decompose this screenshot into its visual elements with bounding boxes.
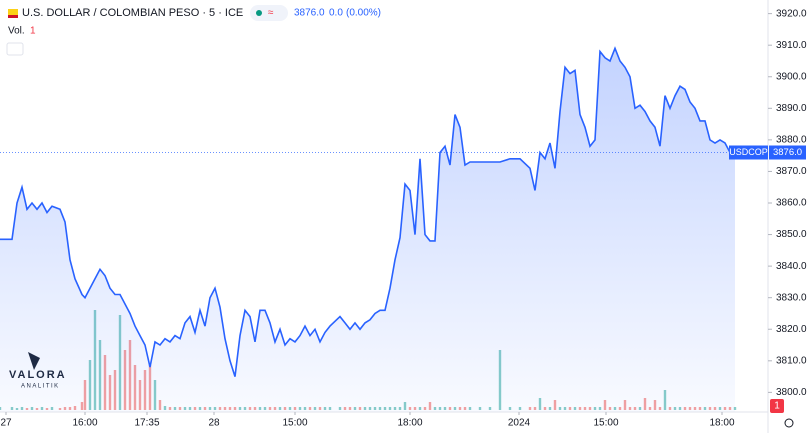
last-price: 3876.0 bbox=[294, 8, 325, 19]
volume-value: 1 bbox=[30, 26, 36, 37]
symbol-tag-text: USDCOP bbox=[729, 147, 768, 157]
area-fill bbox=[0, 48, 735, 413]
x-tick-label: 27 bbox=[0, 418, 12, 429]
price-tag-text: 3876.0 bbox=[773, 147, 802, 158]
x-tick-label: 2024 bbox=[508, 418, 531, 429]
y-tick-label: 3800.0 bbox=[776, 387, 807, 398]
y-tick-label: 3830.0 bbox=[776, 292, 807, 303]
y-tick-label: 3900.0 bbox=[776, 71, 807, 82]
y-tick-label: 3910.0 bbox=[776, 40, 807, 51]
y-tick-label: 3840.0 bbox=[776, 261, 807, 272]
y-tick-label: 3920.0 bbox=[776, 8, 807, 19]
y-tick-label: 3860.0 bbox=[776, 198, 807, 209]
flag-icon bbox=[8, 15, 18, 18]
price-line bbox=[0, 46, 735, 377]
logo-mark bbox=[28, 352, 40, 370]
delay-icon: ≈ bbox=[268, 8, 274, 19]
y-tick-label: 3880.0 bbox=[776, 135, 807, 146]
symbol-tag bbox=[729, 145, 768, 160]
x-tick-label: 15:00 bbox=[593, 418, 618, 429]
y-tick-label: 3850.0 bbox=[776, 229, 807, 240]
collapse-button[interactable] bbox=[6, 42, 24, 56]
status-pill[interactable] bbox=[250, 5, 288, 21]
event-badge[interactable] bbox=[770, 399, 784, 413]
x-tick-label: 17:35 bbox=[134, 418, 159, 429]
x-tick-label: 15:00 bbox=[282, 418, 307, 429]
flag-icon bbox=[8, 9, 18, 17]
x-tick-label: 18:00 bbox=[709, 418, 734, 429]
y-tick-label: 3820.0 bbox=[776, 324, 807, 335]
logo-name: VALORA bbox=[9, 369, 67, 381]
y-tick-label: 3810.0 bbox=[776, 355, 807, 366]
x-tick-label: 16:00 bbox=[72, 418, 97, 429]
settings-icon[interactable] bbox=[784, 418, 794, 428]
y-tick-label: 3890.0 bbox=[776, 103, 807, 114]
market-status bbox=[256, 10, 262, 16]
x-tick-label: 18:00 bbox=[397, 418, 422, 429]
logo-sub: ANALITIK bbox=[21, 384, 60, 390]
y-tick-label: 3870.0 bbox=[776, 166, 807, 177]
plot-area bbox=[0, 46, 737, 413]
change-pct: (0.00%) bbox=[346, 8, 381, 19]
event-badge-text: 1 bbox=[774, 401, 780, 412]
price-tag bbox=[769, 145, 806, 160]
symbol-title: U.S. DOLLAR / COLOMBIAN PESO · 5 · ICE bbox=[22, 7, 243, 19]
change: 0.0 bbox=[329, 8, 343, 19]
volume-label: Vol. bbox=[8, 26, 25, 37]
x-tick-label: 28 bbox=[208, 418, 220, 429]
